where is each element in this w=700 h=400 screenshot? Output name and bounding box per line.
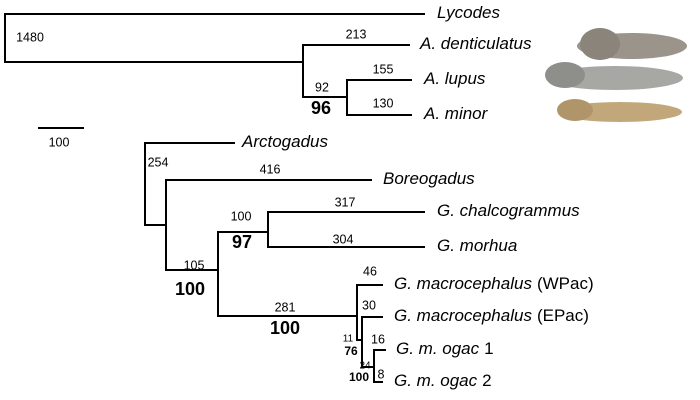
- taxon-label: G. macrocephalus (EPac): [394, 306, 589, 325]
- support-labels: 92 96 105 100 100 97 100 11 76 24 100: [175, 80, 371, 384]
- fish-icon: [557, 99, 593, 121]
- scale-bar-label: 100: [49, 135, 70, 149]
- taxon-label: Arctogadus: [241, 132, 328, 151]
- branch-length-labels: 1480 213 155 130 254 416 317 304 46 30 1…: [16, 27, 393, 381]
- taxon-label: G. macrocephalus (WPac): [394, 274, 594, 293]
- branch-length: 1480: [16, 30, 44, 44]
- taxon-name: G. m. ogac: [396, 339, 480, 358]
- taxon-name: A. minor: [423, 104, 489, 123]
- taxon-name: A. denticulatus: [419, 34, 532, 53]
- taxon-label: G. morhua: [437, 236, 517, 255]
- taxon-name: Arctogadus: [241, 132, 328, 151]
- taxon-label: G. chalcogrammus: [437, 201, 580, 220]
- support-value: 100: [175, 279, 205, 299]
- taxon-suffix: (EPac): [537, 306, 589, 325]
- taxon-name: A. lupus: [423, 69, 486, 88]
- taxon-name: G. macrocephalus: [394, 306, 532, 325]
- branch-length: 130: [373, 96, 394, 110]
- taxon-name: Lycodes: [437, 3, 501, 22]
- support-value: 92: [315, 80, 329, 94]
- taxon-name: G. chalcogrammus: [437, 201, 580, 220]
- branch-length: 46: [363, 264, 377, 278]
- branch-length: 16: [371, 332, 385, 346]
- support-value: 100: [270, 318, 300, 338]
- support-value: 100: [231, 209, 252, 223]
- taxon-suffix: 1: [484, 339, 493, 358]
- taxon-suffix: 2: [482, 371, 491, 390]
- taxon-label: A. lupus: [423, 69, 486, 88]
- taxon-name: G. morhua: [437, 236, 517, 255]
- branch-length: 254: [148, 155, 169, 169]
- branch-length: 317: [335, 195, 356, 209]
- taxon-label: G. m. ogac 1: [396, 339, 494, 358]
- branches: [4, 13, 425, 383]
- branch-length: 281: [275, 300, 296, 314]
- branch-length: 213: [346, 27, 367, 41]
- support-value: 100: [349, 370, 369, 384]
- taxon-name: G. m. ogac: [394, 371, 478, 390]
- taxon-name: Boreogadus: [383, 169, 475, 188]
- support-value: 24: [359, 361, 371, 372]
- branch-length: 8: [378, 367, 385, 381]
- branch-length: 30: [362, 298, 376, 312]
- branch-length: 304: [333, 232, 354, 246]
- taxon-label: Lycodes: [437, 3, 501, 22]
- taxon-label: G. m. ogac 2: [394, 371, 492, 390]
- fish-icons: [545, 28, 687, 122]
- fish-icon: [580, 28, 620, 60]
- support-value: 97: [232, 232, 252, 252]
- support-value: 11: [343, 334, 354, 345]
- taxon-name: G. macrocephalus: [394, 274, 532, 293]
- taxon-label: A. minor: [423, 104, 489, 123]
- branch-length: 416: [260, 162, 281, 176]
- taxon-suffix: (WPac): [537, 274, 594, 293]
- support-value: 76: [344, 344, 358, 358]
- support-value: 105: [184, 258, 205, 272]
- branch-length: 155: [373, 62, 394, 76]
- fish-icon: [545, 62, 585, 88]
- taxon-label: A. denticulatus: [419, 34, 532, 53]
- support-value: 96: [311, 98, 331, 118]
- taxon-label: Boreogadus: [383, 169, 475, 188]
- taxon-labels: Lycodes A. denticulatus A. lupus A. mino…: [241, 3, 594, 390]
